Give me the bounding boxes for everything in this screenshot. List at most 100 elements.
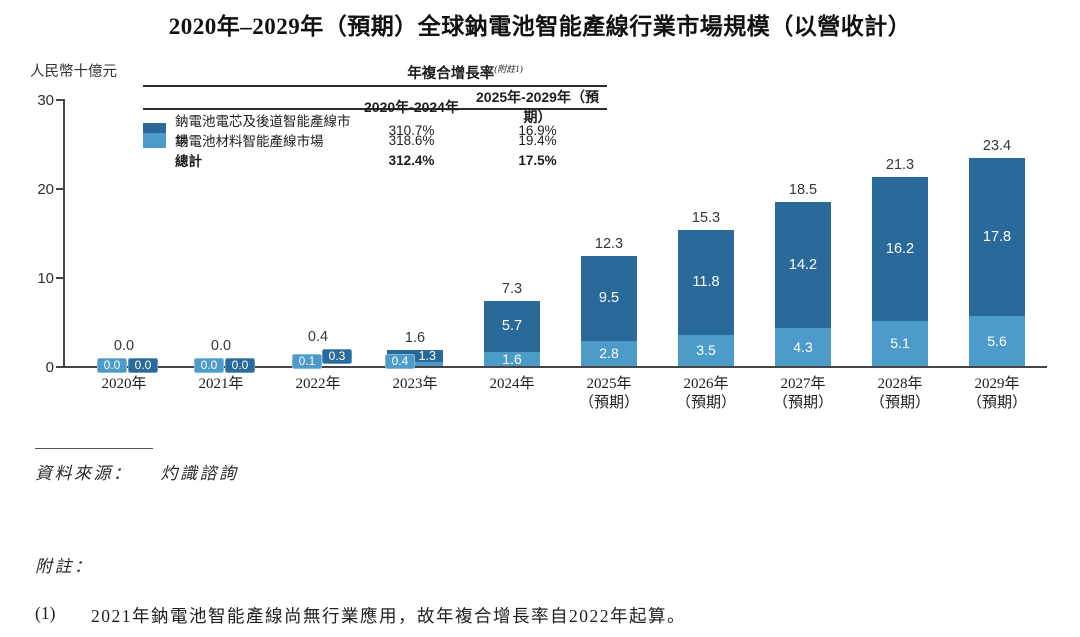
y-tick-mark bbox=[56, 188, 63, 190]
x-axis-label-year: 2029年 bbox=[974, 376, 1020, 392]
cagr-row: 鈉電池材料智能產線市場 318.6% 19.4% bbox=[143, 130, 607, 150]
cagr-row-value-1: 318.6% bbox=[388, 132, 435, 148]
bar-value-material: 2.8 bbox=[599, 345, 619, 361]
x-axis-label-forecast: （預期） bbox=[869, 395, 930, 411]
chart-title: 2020年–2029年（預期）全球鈉電池智能產線行業市場規模（以營收計） bbox=[168, 14, 912, 39]
y-tick-label: 0 bbox=[45, 359, 54, 376]
cagr-row-label: 總計 bbox=[175, 154, 202, 169]
cagr-column-header-row: 2020年-2024年 2025年-2029年（預期） bbox=[143, 87, 607, 125]
footnote-text: 2021年鈉電池智能產線尚無行業應用，故年複合增長率自2022年起算。 bbox=[91, 606, 686, 626]
y-tick-label: 30 bbox=[37, 92, 54, 109]
bar-segment-cell bbox=[581, 256, 637, 341]
y-tick-label: 20 bbox=[37, 181, 54, 198]
y-tick-label: 10 bbox=[37, 270, 54, 287]
source-label: 資料來源： bbox=[35, 464, 133, 483]
x-axis-label-forecast: （預期） bbox=[966, 395, 1027, 411]
bar-segment-cell bbox=[775, 202, 831, 328]
bar-value-cell: 5.7 bbox=[501, 318, 523, 334]
cagr-header-text: 年複合增長率 bbox=[407, 66, 495, 82]
bar-value-cell: 17.8 bbox=[982, 229, 1012, 245]
bar-segment-cell bbox=[678, 230, 734, 335]
x-axis-label: 2025年 （預期） bbox=[561, 375, 657, 413]
cagr-header: 年複合增長率(附註1) bbox=[143, 62, 607, 85]
cagr-row-value-2: 19.4% bbox=[518, 132, 557, 148]
x-axis-label-year: 2026年 bbox=[683, 376, 729, 392]
cagr-row-label: 鈉電池電芯及後道智能產線市場 bbox=[175, 114, 351, 149]
cagr-mid-rule bbox=[143, 108, 607, 110]
bar-value-chip: 0.1 bbox=[292, 354, 322, 369]
bar-value-material: 4.3 bbox=[793, 339, 813, 355]
legend-swatch bbox=[143, 132, 166, 148]
x-axis-label-year: 2023年 bbox=[392, 376, 438, 392]
cagr-row-value-1: 312.4% bbox=[388, 152, 435, 168]
bar-segment-material bbox=[775, 328, 831, 366]
bar-value-chip: 0.3 bbox=[322, 349, 352, 364]
y-axis-unit-label: 人民幣十億元 bbox=[30, 64, 117, 80]
bar-total-label: 0.0 bbox=[113, 338, 135, 354]
x-axis-label-year: 2022年 bbox=[295, 376, 341, 392]
bar-total-label: 21.3 bbox=[885, 157, 915, 173]
x-axis-label: 2026年 （預期） bbox=[658, 375, 754, 413]
x-axis-label: 2028年 （預期） bbox=[852, 375, 948, 413]
x-axis-label: 2024年 bbox=[464, 375, 560, 394]
bar-total-label: 7.3 bbox=[501, 281, 523, 297]
x-axis-label: 2029年 （預期） bbox=[949, 375, 1045, 413]
bar-value-chip: 0.0 bbox=[225, 358, 255, 373]
y-tick-mark bbox=[56, 277, 63, 279]
x-axis-label: 2021年 bbox=[173, 375, 269, 394]
source-divider bbox=[35, 448, 153, 449]
bar-segment-material bbox=[678, 335, 734, 366]
bar-total-label: 1.6 bbox=[404, 330, 426, 346]
cagr-column-header-1: 2020年-2024年 bbox=[364, 99, 459, 115]
x-axis-label: 2027年 （預期） bbox=[755, 375, 851, 413]
bar-value-material: 5.6 bbox=[987, 333, 1007, 349]
cagr-column-header-2: 2025年-2029年（預期） bbox=[476, 89, 599, 125]
y-axis-line bbox=[63, 99, 65, 368]
bar-value-cell: 11.8 bbox=[692, 274, 720, 290]
cagr-row-label-cell: 鈉電池材料智能產線市場 bbox=[143, 130, 355, 150]
source-value: 灼識諮詢 bbox=[160, 464, 239, 483]
bar-value-cell: 1.3 bbox=[418, 349, 436, 363]
bar-value-material: 1.6 bbox=[502, 351, 522, 367]
bar-total-label: 23.4 bbox=[982, 138, 1012, 154]
x-axis-label-year: 2020年 bbox=[101, 376, 147, 392]
x-axis-label-forecast: （預期） bbox=[675, 395, 736, 411]
cagr-row-value-1: 310.7% bbox=[388, 122, 435, 138]
bar-value-chip: 0.0 bbox=[97, 358, 127, 373]
cagr-header-note: (附註1) bbox=[494, 64, 523, 75]
source-line: 資料來源： 灼識諮詢 bbox=[35, 459, 239, 484]
footnote-number: (1) bbox=[35, 603, 56, 623]
bar-value-cell: 16.2 bbox=[885, 241, 915, 257]
cagr-top-rule bbox=[143, 85, 607, 87]
bar-segment-material bbox=[581, 341, 637, 366]
bar-segment-material bbox=[484, 352, 540, 366]
bar-value-cell: 9.5 bbox=[598, 290, 620, 306]
bar-segment-material bbox=[872, 321, 928, 366]
bar-total-label: 18.5 bbox=[788, 182, 818, 198]
bar-value-chip: 0.4 bbox=[385, 354, 415, 369]
bar-segment-cell bbox=[872, 177, 928, 321]
x-axis-label: 2020年 bbox=[76, 375, 172, 394]
x-axis-label-year: 2021年 bbox=[198, 376, 244, 392]
x-axis-label-year: 2025年 bbox=[586, 376, 632, 392]
bar-value-material: 3.5 bbox=[696, 342, 716, 358]
bar-segment-material bbox=[969, 316, 1025, 366]
bar-value-chip: 0.0 bbox=[194, 358, 224, 373]
y-tick-mark bbox=[56, 366, 63, 368]
bar-value-chip: 0.0 bbox=[128, 358, 158, 373]
y-tick-mark bbox=[56, 99, 63, 101]
cagr-row-label-cell: 總計 bbox=[143, 150, 355, 170]
cagr-row: 總計 312.4% 17.5% bbox=[143, 150, 607, 170]
bar-total-label: 0.4 bbox=[307, 329, 329, 345]
cagr-row-label: 鈉電池材料智能產線市場 bbox=[175, 134, 324, 149]
cagr-row-value-2: 17.5% bbox=[518, 152, 557, 168]
bar-value-cell: 14.2 bbox=[788, 257, 818, 273]
cagr-row: 鈉電池電芯及後道智能產線市場 310.7% 16.9% bbox=[143, 110, 607, 149]
x-axis-label: 2023年 bbox=[367, 375, 463, 394]
x-axis-line bbox=[63, 366, 1047, 368]
cagr-row-value-2: 16.9% bbox=[518, 122, 557, 138]
footnote-1: (1) 2021年鈉電池智能產線尚無行業應用，故年複合增長率自2022年起算。 bbox=[35, 603, 686, 628]
bar-total-label: 0.0 bbox=[210, 338, 232, 354]
